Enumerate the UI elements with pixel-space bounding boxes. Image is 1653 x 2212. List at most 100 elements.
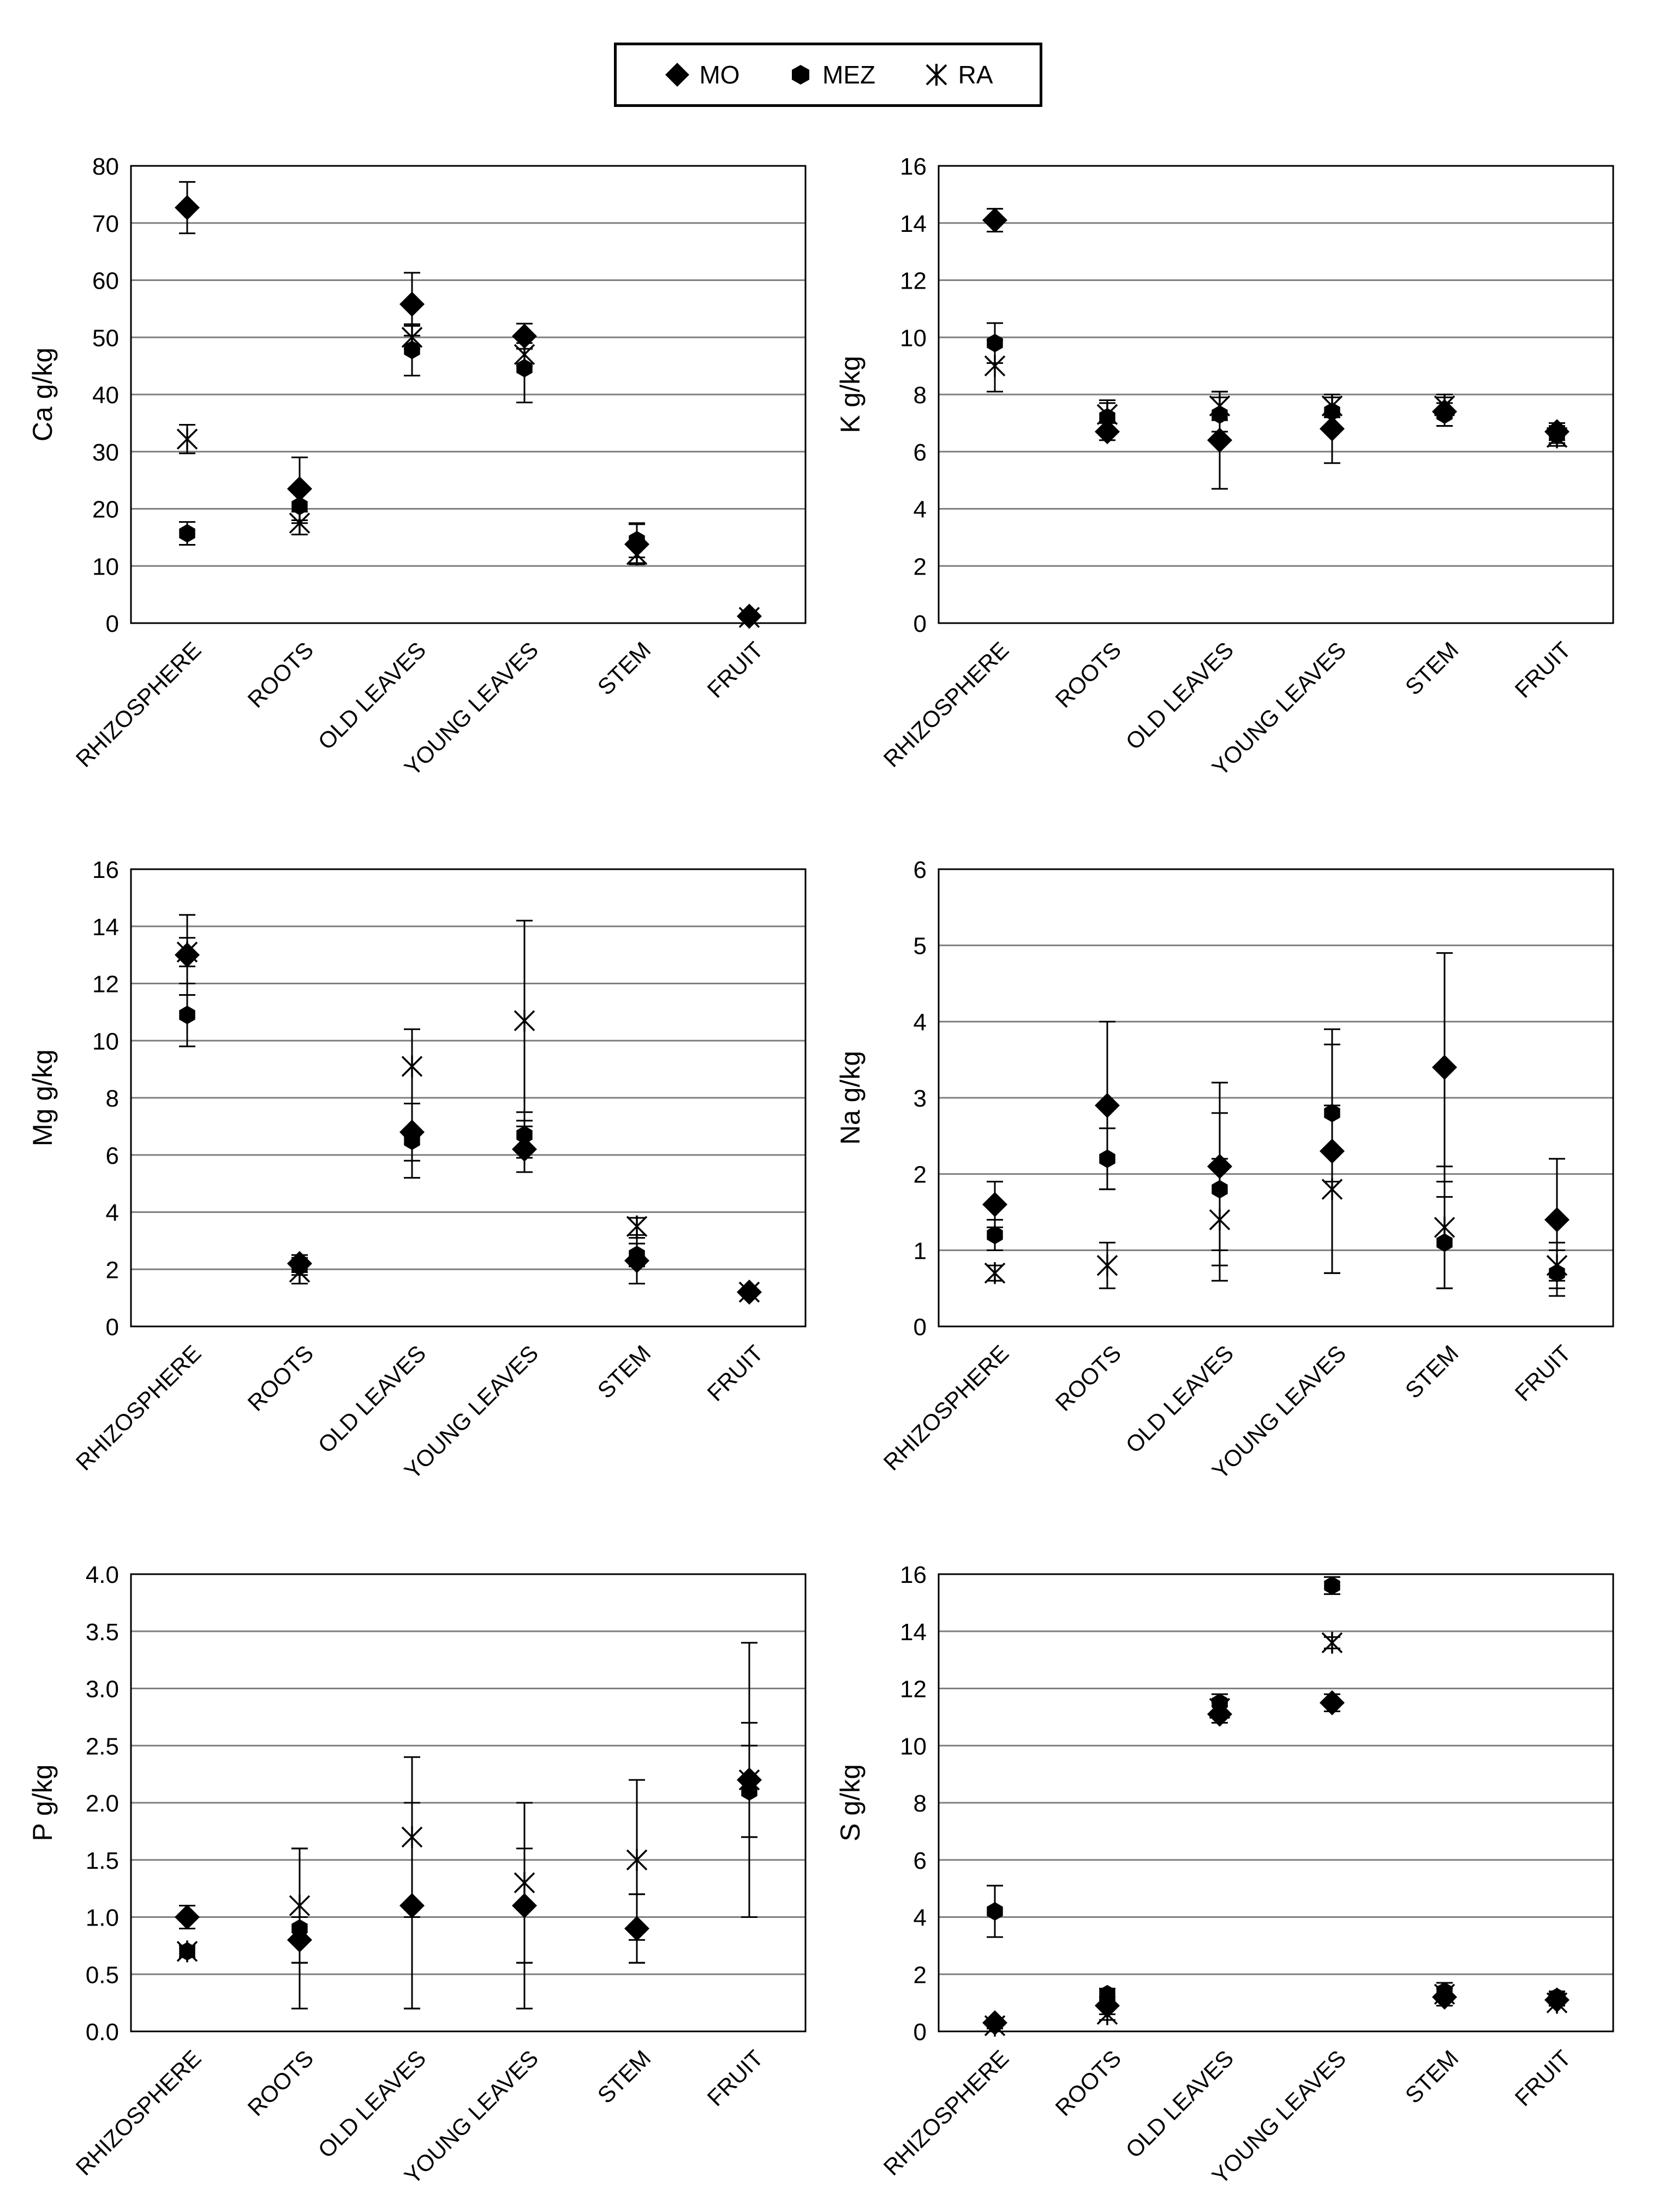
data-point-ra-fruit — [738, 1281, 760, 1304]
data-point-mez-young-leaves — [516, 358, 533, 378]
legend-entry-ra: RA — [922, 60, 993, 89]
data-point-ra-roots — [289, 512, 311, 534]
legend-entry-mez: MEZ — [786, 60, 875, 89]
series-ra — [176, 919, 760, 1304]
plot-area-frame — [938, 1573, 1614, 2032]
data-point-mez-rhizosphere — [987, 1225, 1003, 1245]
data-point-ra-old-leaves — [1209, 394, 1231, 417]
data-point-mo-young-leaves — [1320, 1690, 1345, 1715]
x-tick-label-roots: ROOTS — [1051, 1340, 1126, 1416]
data-point-ra-fruit — [738, 606, 760, 629]
data-point-mo-rhizosphere — [982, 207, 1007, 233]
data-point-ra-rhizosphere — [176, 1940, 198, 1963]
x-tick-label-stem: STEM — [593, 637, 656, 700]
data-point-mo-stem — [1432, 1055, 1457, 1080]
data-point-ra-stem — [1434, 1216, 1455, 1239]
data-point-ra-stem — [626, 1849, 648, 1871]
data-point-ra-young-leaves — [1321, 1178, 1343, 1200]
legend-label-mez: MEZ — [822, 61, 876, 89]
y-axis-label: P g/kg — [27, 1765, 58, 1842]
y-axis-label: K g/kg — [835, 356, 866, 433]
x-tick-label-roots: ROOTS — [243, 637, 319, 713]
hexagon-marker-icon — [792, 65, 810, 85]
y-tick-label: 6 — [914, 1848, 927, 1874]
y-tick-label: 8 — [914, 382, 927, 409]
data-point-mez-old-leaves — [404, 340, 420, 360]
data-point-mez-stem — [629, 531, 645, 550]
x-tick-label-roots: ROOTS — [1051, 637, 1126, 713]
data-point-ra-fruit — [1546, 426, 1568, 449]
x-tick-label-old-leaves: OLD LEAVES — [313, 2045, 431, 2163]
x-tick-label-stem: STEM — [593, 2045, 656, 2108]
y-tick-label: 60 — [92, 268, 119, 295]
y-axis-label: Ca g/kg — [27, 348, 58, 441]
plot-area-frame — [130, 1573, 807, 2032]
asterisk-marker-icon — [926, 64, 947, 86]
x-tick-label-rhizosphere: RHIZOSPHERE — [71, 1340, 206, 1475]
data-point-ra-rhizosphere — [176, 428, 198, 450]
y-tick-label: 6 — [914, 439, 927, 466]
y-tick-label: 10 — [92, 1028, 119, 1055]
data-point-mez-old-leaves — [404, 1131, 420, 1150]
x-tick-label-fruit: FRUIT — [1510, 2045, 1576, 2111]
x-tick-label-old-leaves: OLD LEAVES — [1120, 637, 1238, 755]
y-axis-label: S g/kg — [835, 1764, 866, 1842]
data-point-ra-young-leaves — [514, 1872, 535, 1894]
y-axis-label: Mg g/kg — [27, 1049, 58, 1146]
plot-area-frame — [938, 165, 1614, 624]
y-tick-label: 70 — [92, 211, 119, 237]
x-tick-label-fruit: FRUIT — [1510, 637, 1576, 703]
y-tick-label: 2.0 — [86, 1790, 119, 1817]
y-tick-label: 6 — [914, 857, 927, 883]
data-point-ra-fruit — [1546, 1992, 1568, 2014]
y-tick-label: 1 — [914, 1237, 927, 1264]
data-point-mo-rhizosphere — [175, 1904, 200, 1930]
series-mez — [987, 322, 1565, 444]
panel-p: 0.0 0.5 1.0 1.5 2.0 2.5 3.0 3.5 4.0 P g/kg RHIZOSP… — [27, 1562, 807, 2189]
x-tick-label-rhizosphere: RHIZOSPHERE — [879, 2045, 1014, 2180]
series-mez — [179, 323, 757, 626]
y-tick-label: 40 — [92, 382, 119, 409]
data-point-ra-old-leaves — [401, 1826, 423, 1848]
y-tick-label: 50 — [92, 325, 119, 351]
data-point-ra-stem — [626, 543, 648, 566]
series-mo — [982, 1690, 1570, 2036]
y-tick-label: 2 — [914, 553, 927, 580]
data-point-ra-rhizosphere — [984, 1262, 1006, 1284]
y-tick-label: 8 — [914, 1790, 927, 1817]
series-ra — [984, 339, 1568, 449]
data-point-mo-old-leaves — [1207, 427, 1232, 453]
x-tick-label-fruit: FRUIT — [702, 1340, 768, 1406]
series-mez — [179, 983, 757, 1302]
series-ra — [984, 1104, 1568, 1289]
chart-legend: MO MEZ RA — [614, 43, 1042, 107]
series-mo — [175, 181, 762, 629]
y-tick-label: 30 — [92, 439, 119, 466]
y-axis-label: Na g/kg — [835, 1051, 866, 1145]
y-tick-label: 12 — [900, 1676, 927, 1703]
data-point-ra-old-leaves — [1209, 1697, 1231, 1720]
y-tick-label: 0.0 — [86, 2019, 119, 2046]
x-tick-label-rhizosphere: RHIZOSPHERE — [71, 637, 206, 772]
data-point-mo-young-leaves — [1320, 416, 1345, 441]
y-tick-label: 3.0 — [86, 1676, 119, 1703]
series-ra — [176, 1721, 760, 1964]
y-tick-label: 1.5 — [86, 1848, 119, 1874]
panel-mg: 0 2 4 6 8 10 12 14 16 Mg g/kg RHIZOSPHERE ROOTSOLD … — [27, 857, 807, 1484]
series-mo — [175, 1642, 762, 2010]
x-tick-label-old-leaves: OLD LEAVES — [1120, 1340, 1238, 1458]
data-point-mez-rhizosphere — [179, 524, 195, 543]
data-point-mez-rhizosphere — [987, 1902, 1003, 1921]
y-tick-label: 5 — [914, 933, 927, 960]
series-mez — [179, 1744, 757, 2010]
x-tick-label-old-leaves: OLD LEAVES — [313, 637, 431, 755]
series-mo — [982, 207, 1570, 490]
plot-area-frame — [130, 165, 807, 624]
x-tick-label-stem: STEM — [1400, 2045, 1464, 2108]
series-mez — [987, 1043, 1565, 1297]
y-tick-label: 14 — [900, 211, 927, 237]
data-point-mo-fruit — [1544, 1207, 1570, 1233]
x-tick-label-fruit: FRUIT — [702, 2045, 768, 2111]
